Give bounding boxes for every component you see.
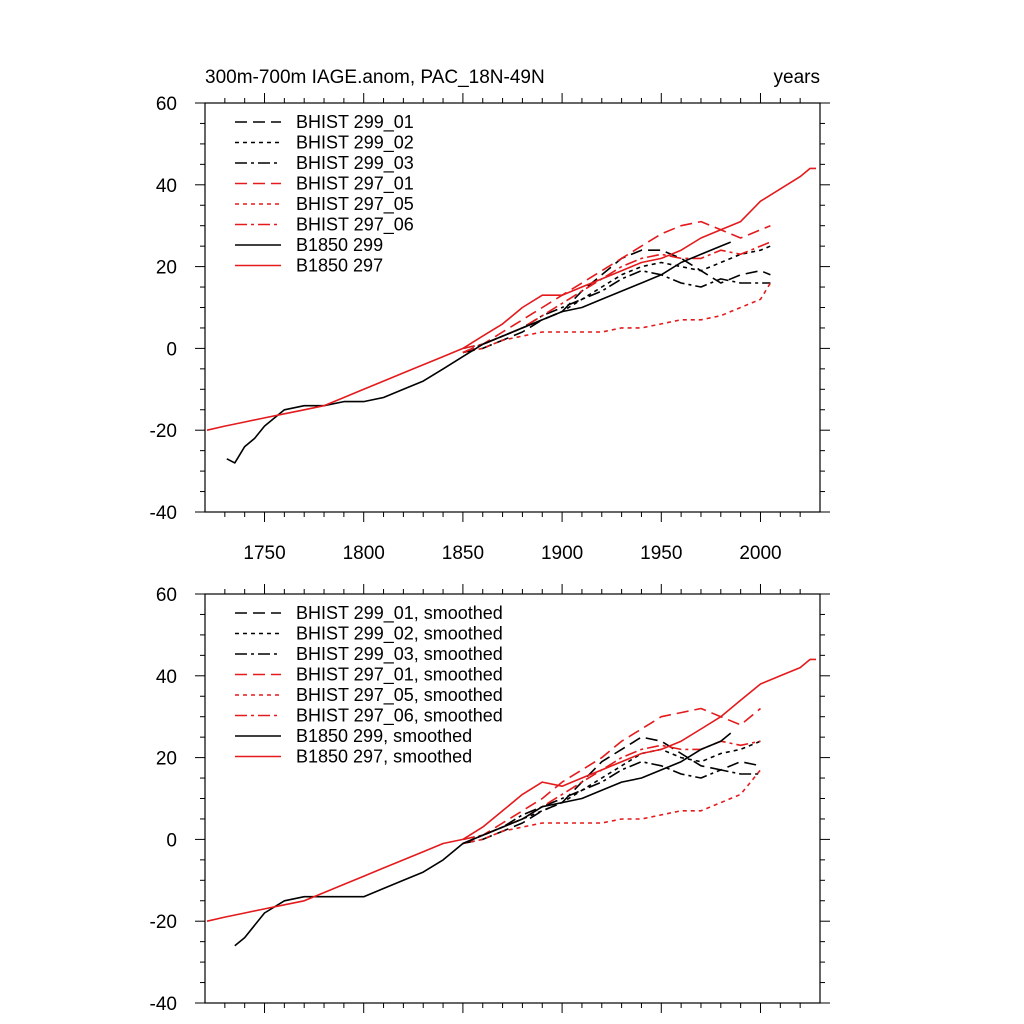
series-line-5 <box>462 282 772 354</box>
series-line-8 <box>206 167 816 431</box>
legend-label: BHIST 297_06 <box>296 215 414 236</box>
legend-label: BHIST 299_03, smoothed <box>296 644 503 665</box>
series-group <box>206 658 816 947</box>
y-tick-label: 40 <box>156 667 177 688</box>
chart-units-label: years <box>774 67 820 88</box>
x-tick-label: 1950 <box>640 543 682 564</box>
legend-label: BHIST 297_05 <box>296 194 414 215</box>
legend-label: B1850 299 <box>296 235 383 255</box>
x-tick-label: 1800 <box>343 543 385 564</box>
x-tick-label: 1900 <box>541 543 583 564</box>
y-tick-label: -20 <box>150 421 177 442</box>
series-line-4 <box>462 707 762 845</box>
series-line-3 <box>462 760 761 845</box>
series-line-7 <box>234 732 732 947</box>
y-tick-label: 0 <box>166 830 177 851</box>
series-group <box>206 167 816 464</box>
x-tick-label: 1750 <box>243 543 285 564</box>
y-tick-label: 20 <box>156 749 177 770</box>
legend-label: BHIST 299_01 <box>296 112 414 133</box>
legend-label: BHIST 297_05, smoothed <box>296 685 503 706</box>
y-tick-label: 60 <box>156 585 177 606</box>
y-tick-label: 20 <box>156 258 177 279</box>
series-line-1 <box>462 249 771 354</box>
series-line-2 <box>462 740 761 841</box>
legend-label: B1850 297 <box>296 256 383 276</box>
legend-label: BHIST 299_01, smoothed <box>296 603 503 624</box>
legend-label: B1850 299, smoothed <box>296 726 472 746</box>
series-line-8 <box>206 658 816 922</box>
legend-label: BHIST 299_02, smoothed <box>296 624 503 645</box>
x-tick-label: 2000 <box>739 543 781 564</box>
legend-label: BHIST 297_01 <box>296 174 414 195</box>
y-tick-label: -40 <box>150 994 177 1015</box>
chart-panel-1: 1750 1800 1850 1900 1950 2000 -40 -20 0 20 40 60 300… <box>150 67 830 564</box>
legend-label: BHIST 297_01, smoothed <box>296 665 503 686</box>
series-line-1 <box>462 736 761 845</box>
y-tick-label: 0 <box>166 339 177 360</box>
chart-title: 300m-700m IAGE.anom, PAC_18N-49N <box>205 67 545 88</box>
y-tick-label: -20 <box>150 912 177 933</box>
legend-label: BHIST 299_03 <box>296 153 414 174</box>
series-line-4 <box>462 220 771 354</box>
x-tick-label: 1850 <box>442 543 484 564</box>
legend-label: BHIST 299_02 <box>296 133 414 154</box>
series-line-3 <box>462 269 771 354</box>
legend-label: BHIST 297_06, smoothed <box>296 706 503 727</box>
y-tick-label: -40 <box>150 503 177 524</box>
series-line-6 <box>462 241 771 350</box>
y-tick-label: 40 <box>156 176 177 197</box>
y-tick-label: 60 <box>156 94 177 115</box>
series-line-5 <box>462 769 762 845</box>
legend-label: B1850 297, smoothed <box>296 747 472 767</box>
